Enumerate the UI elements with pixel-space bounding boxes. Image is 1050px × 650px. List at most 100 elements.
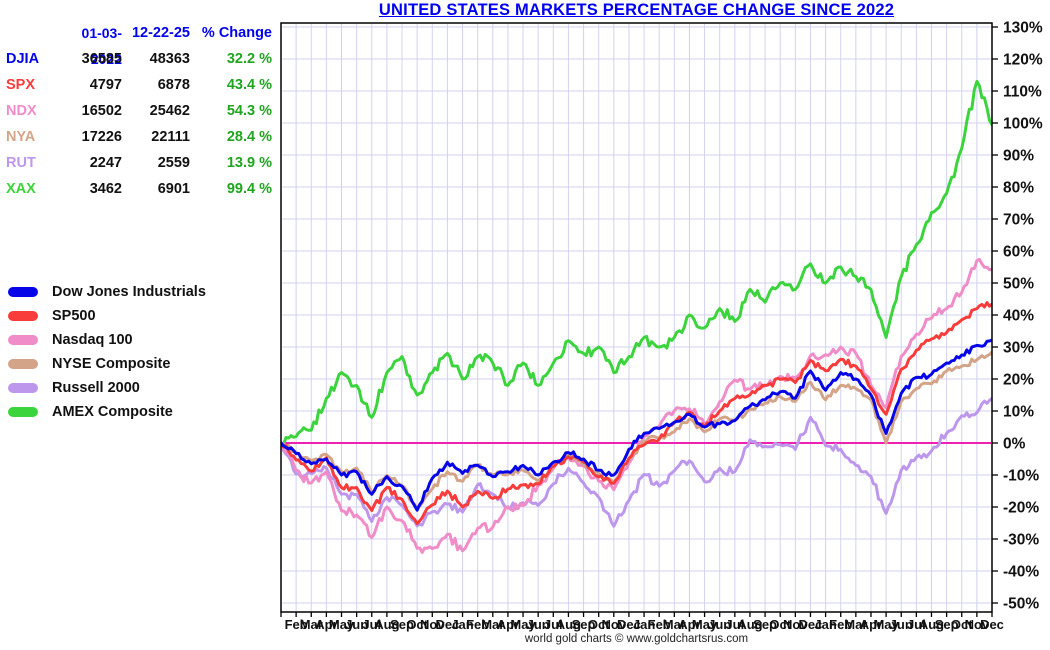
x-axis-label: Jul (362, 617, 381, 632)
x-axis-label: Jan (633, 617, 655, 632)
stats-row-ndx: NDX 16502 25462 54.3 % (6, 98, 276, 124)
stats-symbol: SPX (6, 77, 36, 93)
x-axis-label: Aug (374, 617, 399, 632)
legend-label: Nasdaq 100 (52, 332, 133, 348)
stats-start-value: 4797 (89, 77, 122, 93)
stats-row-rut: RUT 2247 2559 13.9 % (6, 150, 276, 176)
stats-end-value: 2559 (157, 155, 190, 171)
x-axis-label: Jun (345, 617, 368, 632)
y-axis-label: 110% (1003, 84, 1042, 101)
x-axis-label: Sep (390, 617, 414, 632)
copyright-footer: world gold charts © www.goldchartsrus.co… (524, 633, 749, 645)
x-axis-label: Jan (451, 617, 473, 632)
x-axis-label: Dec (799, 617, 823, 632)
x-axis-label: Oct (769, 617, 791, 632)
x-axis-label: Nov (783, 617, 808, 632)
x-axis-label: Jun (708, 617, 731, 632)
x-axis-label: Jun (527, 617, 550, 632)
y-axis-label: 130% (1003, 20, 1043, 37)
stats-table: 01-03-2022 12-22-25 % Change DJIA 36585 … (6, 20, 276, 202)
legend-item-dow-jones: Dow Jones Industrials (8, 280, 206, 304)
y-axis-label: 0% (1003, 436, 1026, 453)
stats-end-value: 25462 (149, 103, 190, 119)
y-axis-label: 90% (1003, 148, 1034, 165)
y-axis-label: 120% (1003, 52, 1043, 69)
stats-end-value: 6901 (157, 181, 190, 197)
legend-swatch-icon (8, 383, 38, 393)
stats-symbol: RUT (6, 155, 36, 171)
x-axis-label: Nov (965, 617, 990, 632)
x-axis-label: May (873, 617, 899, 632)
x-axis-label: Aug (919, 617, 944, 632)
x-axis-label: Jun (890, 617, 913, 632)
y-axis-label: -20% (1003, 500, 1039, 517)
y-axis-label: 20% (1003, 372, 1034, 389)
x-axis-label: Apr (678, 617, 700, 632)
x-axis-label: Dec (435, 617, 459, 632)
x-axis-label: Jan (814, 617, 836, 632)
y-axis-label: 10% (1003, 404, 1034, 421)
series-line-xax (281, 79, 992, 447)
x-axis-label: Feb (829, 617, 852, 632)
x-axis-label: Aug (556, 617, 581, 632)
x-axis-label: Apr (497, 617, 519, 632)
stats-change-value: 13.9 % (226, 155, 272, 171)
x-axis-label: Mar (481, 617, 504, 632)
x-axis-label: Jul (725, 617, 744, 632)
legend-swatch-icon (8, 407, 38, 417)
legend-item-sp500: SP500 (8, 304, 206, 328)
stats-symbol: NYA (6, 129, 36, 145)
legend-item-nyse-composite: NYSE Composite (8, 352, 206, 376)
stats-row-xax: XAX 3462 6901 99.4 % (6, 176, 276, 202)
stats-change-value: 43.4 % (226, 77, 272, 93)
x-axis-label: Apr (860, 617, 882, 632)
x-axis-label: Jul (907, 617, 926, 632)
series-line-spx (281, 301, 992, 526)
legend-label: SP500 (52, 308, 96, 324)
stats-row-spx: SPX 4797 6878 43.4 % (6, 72, 276, 98)
stats-start-value: 17226 (81, 129, 122, 145)
legend-item-amex-composite: AMEX Composite (8, 400, 206, 424)
series-line-djia (281, 338, 992, 512)
stats-change-value: 32.2 % (226, 51, 272, 67)
x-axis-label: Dec (980, 617, 1004, 632)
x-axis-label: Jul (544, 617, 563, 632)
x-axis-label: Sep (753, 617, 777, 632)
stats-header-change: % Change (201, 25, 272, 41)
stats-row-nya: NYA 17226 22111 28.4 % (6, 124, 276, 150)
legend-label: AMEX Composite (52, 404, 173, 420)
y-axis-label: 50% (1003, 276, 1034, 293)
y-axis-label: 70% (1003, 212, 1034, 229)
x-axis-label: Feb (648, 617, 671, 632)
x-axis-label: May (510, 617, 536, 632)
page-title: UNITED STATES MARKETS PERCENTAGE CHANGE … (378, 1, 895, 19)
x-axis-label: Sep (935, 617, 959, 632)
legend-item-nasdaq100: Nasdaq 100 (8, 328, 206, 352)
plot-frame (280, 22, 993, 613)
stats-start-value: 36585 (81, 51, 122, 67)
x-axis-label: Oct (588, 617, 610, 632)
stats-end-value: 48363 (149, 51, 190, 67)
stats-start-value: 16502 (81, 103, 122, 119)
stats-end-value: 22111 (151, 129, 190, 145)
stats-symbol: NDX (6, 103, 37, 119)
x-axis-label: Feb (466, 617, 489, 632)
y-axis-label: 100% (1003, 116, 1043, 133)
x-axis-label: May (692, 617, 718, 632)
stats-symbol: XAX (6, 181, 36, 197)
x-axis-label: Sep (572, 617, 596, 632)
legend-swatch-icon (8, 335, 38, 345)
legend-label: NYSE Composite (52, 356, 171, 372)
legend-swatch-icon (8, 287, 38, 297)
x-axis-label: Mar (844, 617, 867, 632)
x-axis-label: Feb (285, 617, 308, 632)
x-axis-label: Mar (300, 617, 323, 632)
series-line-ndx (281, 257, 992, 554)
x-axis-label: Nov (602, 617, 627, 632)
y-axis-label: -50% (1003, 596, 1039, 613)
x-axis-label: Aug (737, 617, 762, 632)
legend-swatch-icon (8, 311, 38, 321)
legend: Dow Jones Industrials SP500 Nasdaq 100 N… (8, 280, 206, 424)
x-axis-label: Oct (951, 617, 973, 632)
stats-end-value: 6878 (157, 77, 190, 93)
